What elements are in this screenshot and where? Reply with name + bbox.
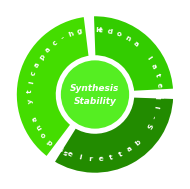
Text: d: d [46, 138, 54, 146]
Text: s: s [62, 149, 69, 156]
Wedge shape [92, 15, 175, 93]
Text: -: - [60, 35, 66, 42]
Wedge shape [15, 15, 90, 158]
Text: a: a [132, 40, 139, 48]
Text: S: S [147, 123, 155, 130]
Text: l: l [145, 55, 152, 61]
Text: -: - [152, 115, 159, 120]
Text: L: L [157, 95, 163, 99]
Text: t: t [108, 154, 113, 161]
Text: n: n [124, 35, 131, 42]
Text: h: h [67, 30, 74, 38]
Text: e: e [54, 144, 61, 151]
Text: t: t [154, 73, 160, 78]
Text: r: r [88, 156, 92, 162]
Circle shape [59, 59, 131, 130]
Wedge shape [53, 96, 175, 174]
Text: a: a [31, 115, 39, 122]
Text: i: i [87, 27, 90, 33]
Text: s: s [88, 27, 93, 33]
Text: t: t [27, 90, 33, 93]
Text: i: i [78, 154, 82, 161]
Text: o: o [116, 31, 122, 38]
Text: p: p [38, 53, 46, 61]
Text: a: a [44, 46, 52, 53]
Text: n: n [35, 123, 43, 131]
Text: Synthesis: Synthesis [70, 84, 120, 93]
Text: a: a [126, 145, 134, 153]
Text: Stability: Stability [74, 97, 116, 105]
Text: H: H [95, 27, 101, 33]
Text: g: g [77, 28, 83, 35]
Text: i: i [28, 81, 35, 84]
Text: b: b [134, 139, 142, 147]
Text: e: e [67, 151, 74, 158]
Text: c: c [30, 70, 37, 76]
Text: e: e [156, 82, 162, 88]
Text: s: s [57, 146, 64, 153]
Text: y: y [27, 98, 34, 103]
Text: t: t [118, 151, 124, 157]
Text: c: c [51, 40, 59, 47]
Text: i: i [155, 105, 162, 109]
Text: e: e [98, 156, 103, 162]
Text: a: a [34, 61, 41, 68]
Text: e: e [98, 27, 103, 33]
Text: a: a [150, 63, 157, 70]
Text: d: d [107, 28, 113, 35]
Text: o: o [40, 131, 48, 139]
Text: M: M [157, 91, 163, 98]
